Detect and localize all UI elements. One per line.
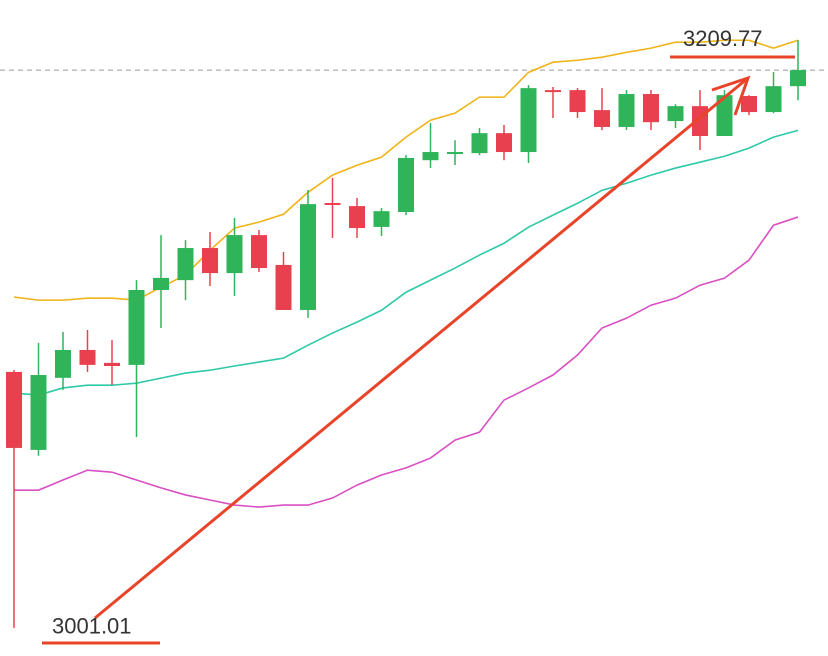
candle-body [594,110,610,127]
candle-body [177,248,194,281]
candle-body [6,371,22,448]
arrow-head [711,75,751,116]
candle-body [55,349,71,378]
band-line [13,39,799,301]
band-line [14,216,799,508]
candle-body [520,88,537,153]
candle-body [471,133,488,154]
candle-body [545,90,561,93]
candle-body [447,152,463,155]
trend-arrow [94,76,749,620]
candle-body [104,362,120,367]
candle-body [373,211,390,227]
candle-body [300,204,316,310]
candle-body [275,264,292,310]
candle-body [618,94,635,127]
candle-body [496,133,512,153]
candle-body [765,86,782,113]
candle-body [226,235,243,274]
candle-body [422,152,439,161]
candle-body [202,248,218,274]
candle-body [741,96,757,113]
candle-body [790,70,806,87]
candle-body [251,235,267,269]
candle-body [128,289,145,365]
candle-body [79,349,96,365]
candle-body [153,277,169,290]
high-label: 3209.77 [683,26,763,51]
candle-body [569,90,586,113]
band-line [13,129,799,396]
candle-body [667,106,684,122]
candle-body [30,375,47,450]
candle-body [716,95,733,136]
low-label: 3001.01 [52,614,132,639]
candle-body [643,94,659,123]
candle-body [398,157,414,213]
candle-body [349,206,365,229]
candle-body [324,202,341,205]
